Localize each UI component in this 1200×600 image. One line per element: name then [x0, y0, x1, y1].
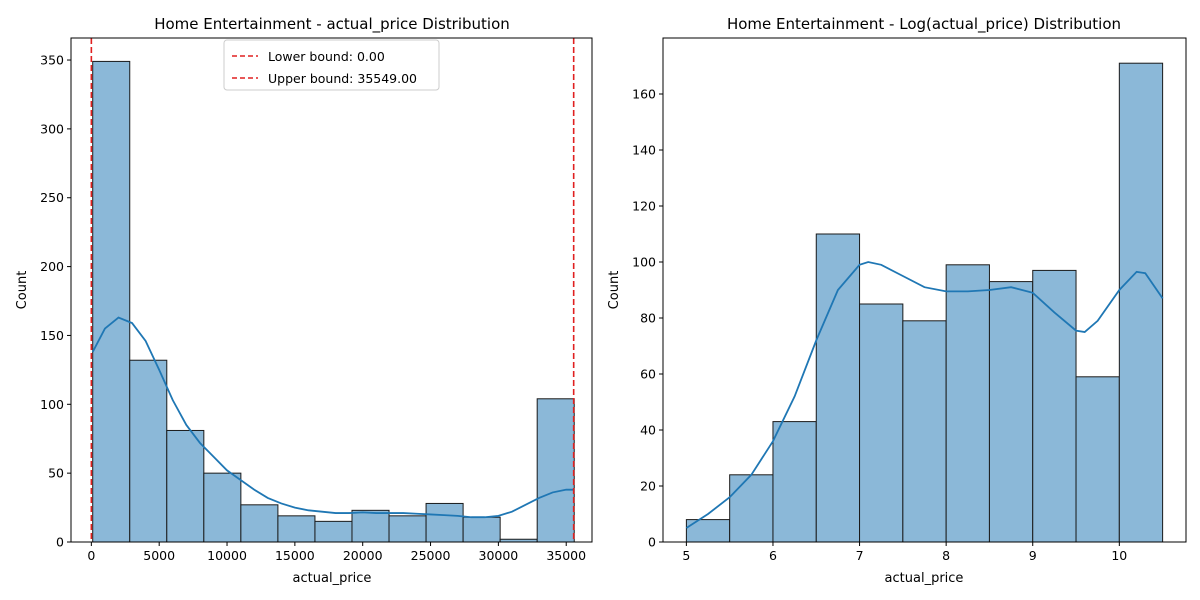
histogram-bar	[166, 429, 205, 543]
y-tick-label: 60	[640, 367, 656, 382]
y-tick-label: 50	[48, 466, 64, 481]
x-tick-label: 10	[1111, 548, 1127, 563]
left-plot-area: 0 5000 10000 15000 20000 25000 30000 35000 0 50 10…	[40, 37, 593, 563]
histogram-bar	[988, 281, 1034, 543]
histogram-bar	[277, 515, 316, 543]
histogram-bar	[240, 504, 279, 543]
histogram-bar	[351, 509, 390, 543]
histogram-bar	[729, 474, 774, 543]
histogram-bar	[945, 264, 990, 543]
histogram-bar	[1118, 62, 1164, 543]
x-tick-label: 0	[87, 548, 95, 563]
histogram-bar	[1075, 376, 1120, 543]
x-tick-label: 6	[769, 548, 777, 563]
histogram-bar	[388, 515, 427, 543]
y-tick-label: 300	[40, 121, 64, 136]
histogram-bar	[129, 359, 168, 543]
right-y-axis-label: Count	[607, 271, 622, 310]
y-tick-label: 120	[632, 199, 656, 214]
x-tick-label: 9	[1029, 548, 1037, 563]
legend-lower-bound-label: Lower bound: 0.00	[268, 49, 385, 64]
histogram-bar	[536, 398, 575, 543]
histogram-bar	[815, 233, 861, 543]
histogram-bar	[1032, 269, 1077, 543]
x-tick-label: 8	[942, 548, 950, 563]
y-tick-label: 20	[640, 479, 656, 494]
y-tick-label: 40	[640, 423, 656, 438]
legend-upper-bound-label: Upper bound: 35549.00	[268, 71, 417, 86]
left-chart-title: Home Entertainment - actual_price Distri…	[154, 15, 510, 34]
y-tick-label: 0	[56, 535, 64, 550]
x-tick-label: 15000	[275, 548, 315, 563]
histogram-bar	[425, 502, 464, 543]
right-x-axis-label: actual_price	[885, 571, 964, 586]
y-tick-label: 250	[40, 190, 64, 205]
x-tick-label: 7	[856, 548, 864, 563]
right-chart-title: Home Entertainment - Log(actual_price) D…	[727, 15, 1121, 34]
histogram-bar	[462, 516, 501, 543]
y-tick-label: 200	[40, 259, 64, 274]
axes-frame	[70, 37, 593, 543]
x-tick-label: 25000	[411, 548, 451, 563]
y-tick-label: 100	[632, 255, 656, 270]
y-tick-label: 160	[632, 87, 656, 102]
y-tick-label: 100	[40, 397, 64, 412]
left-legend: Lower bound: 0.00 Upper bound: 35549.00	[223, 39, 440, 91]
right-chart: Home Entertainment - Log(actual_price) D…	[607, 15, 1187, 586]
x-tick-label: 35000	[546, 548, 586, 563]
histogram-bar	[859, 303, 904, 543]
y-tick-label: 0	[648, 535, 656, 550]
kde-curve	[91, 316, 575, 519]
x-tick-label: 10000	[207, 548, 247, 563]
left-x-axis-label: actual_price	[293, 571, 372, 586]
x-tick-label: 5000	[143, 548, 175, 563]
y-tick-label: 140	[632, 143, 656, 158]
x-tick-label: 5	[682, 548, 690, 563]
left-chart: Home Entertainment - actual_price Distri…	[15, 15, 593, 586]
kde-curve	[685, 261, 1164, 529]
histogram-bar	[902, 320, 947, 543]
x-tick-label: 20000	[343, 548, 383, 563]
left-y-axis-label: Count	[15, 271, 30, 310]
y-tick-label: 80	[640, 311, 656, 326]
x-tick-label: 30000	[479, 548, 519, 563]
legend-box	[223, 39, 440, 91]
histogram-bar	[314, 520, 353, 543]
histogram-bar	[203, 472, 242, 543]
histogram-bar	[772, 421, 817, 543]
histogram-bar	[92, 60, 131, 543]
y-tick-label: 150	[40, 328, 64, 343]
y-tick-label: 350	[40, 53, 64, 68]
axes-frame	[662, 37, 1187, 543]
